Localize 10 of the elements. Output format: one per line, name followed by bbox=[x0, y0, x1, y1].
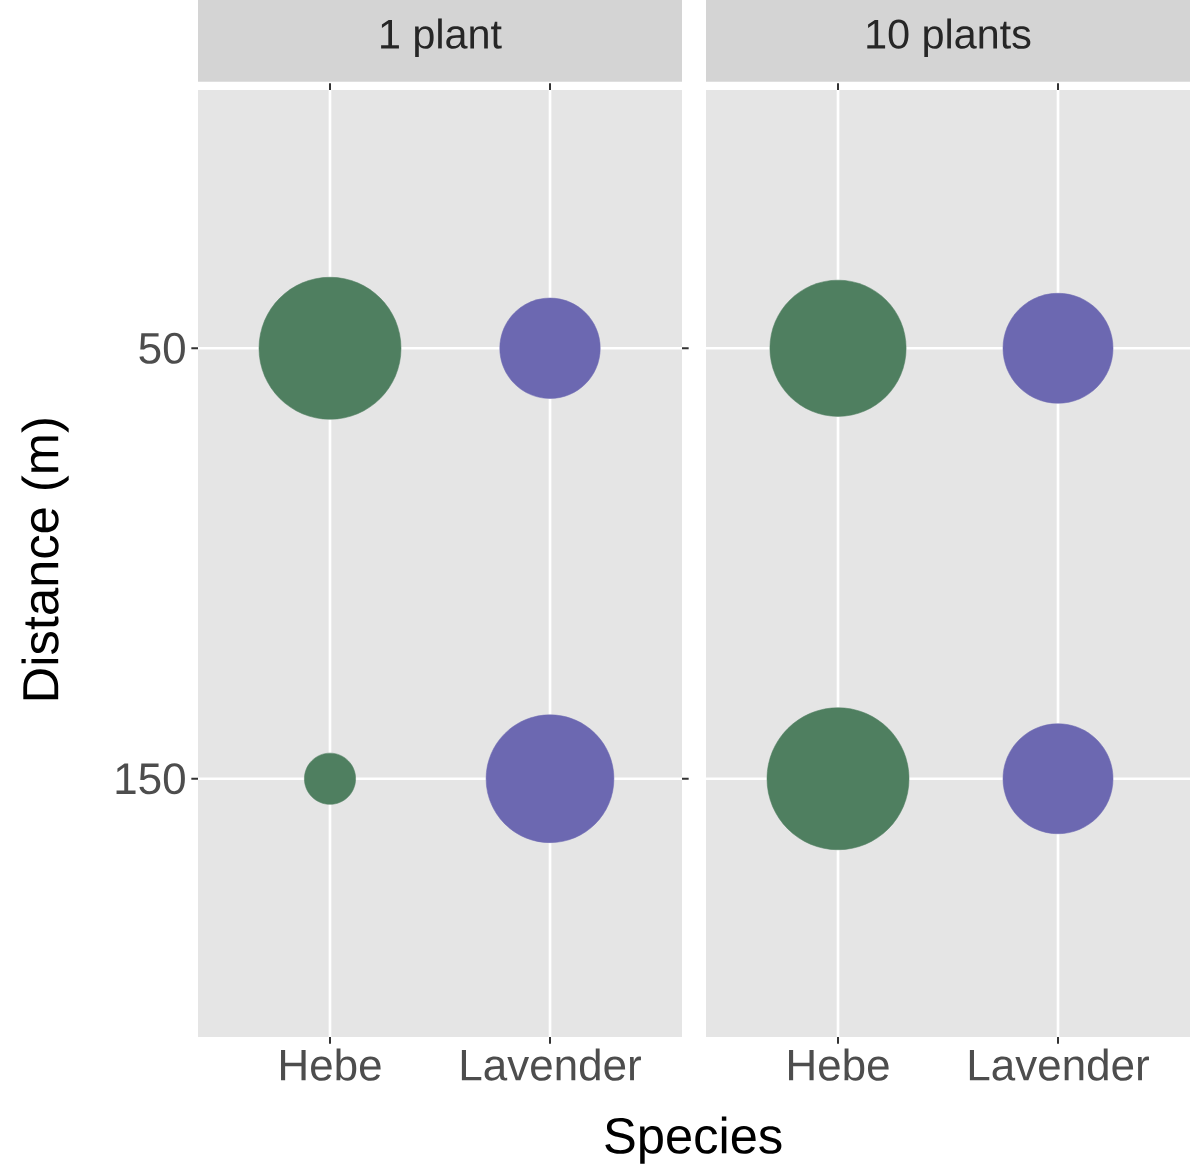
chart-title: 10 plants bbox=[867, 18, 1031, 57]
x-tick-label: Hebe bbox=[789, 1048, 889, 1081]
x-tick-label: Lavender bbox=[969, 1048, 1149, 1081]
y-tick-label: 50 bbox=[139, 332, 185, 364]
x-tick-label: Hebe bbox=[281, 1048, 381, 1081]
x-axis-title: Species bbox=[605, 1116, 782, 1164]
y-axis-title: Distance (m) bbox=[21, 419, 69, 700]
x-tick-label: Lavender bbox=[461, 1048, 641, 1081]
y-tick-label: 150 bbox=[116, 763, 185, 795]
chart-title: 1 plant bbox=[381, 18, 502, 57]
